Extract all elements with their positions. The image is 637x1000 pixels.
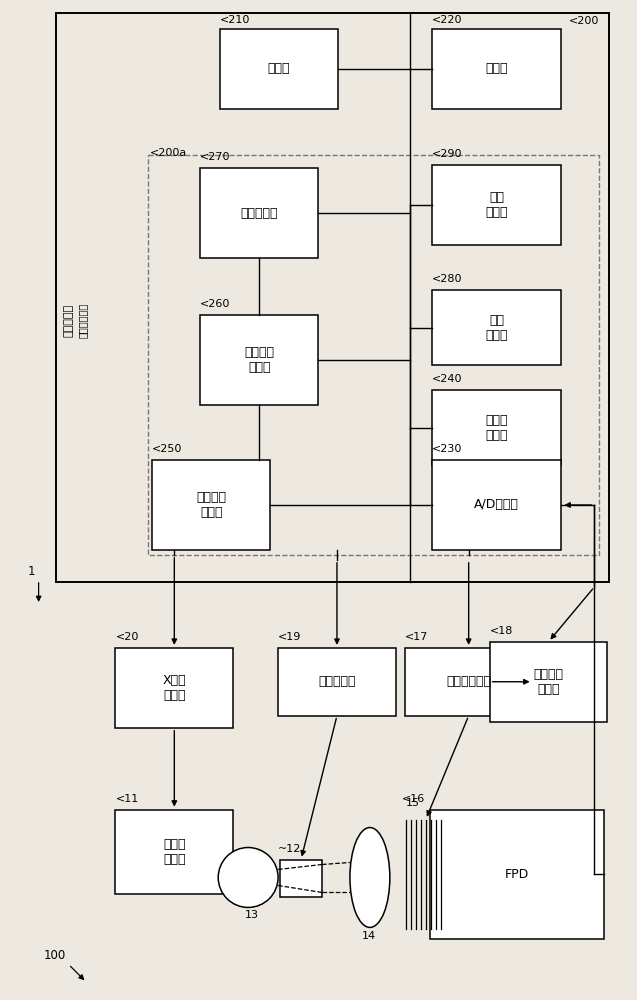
Bar (278, 648, 396, 716)
Text: 图像
修正部: 图像 修正部 (485, 314, 508, 342)
Text: <18: <18 (490, 626, 513, 636)
Text: 图像处理装置: 图像处理装置 (78, 303, 87, 338)
Text: X射线
控制部: X射线 控制部 (162, 674, 186, 702)
Text: A/D变换部: A/D变换部 (474, 498, 519, 511)
Bar (200, 315, 318, 405)
Text: <19: <19 (278, 632, 301, 642)
Bar (55, 13, 610, 582)
Text: <270: <270 (200, 152, 231, 162)
Text: <290: <290 (432, 149, 462, 159)
Bar (430, 810, 605, 939)
Text: <16: <16 (402, 794, 425, 804)
Text: 15: 15 (406, 798, 420, 808)
Text: <210: <210 (220, 15, 250, 25)
Text: <250: <250 (152, 444, 183, 454)
Bar (220, 29, 338, 109)
Text: <280: <280 (432, 274, 462, 284)
Text: 100: 100 (43, 949, 66, 962)
Bar (432, 29, 561, 109)
Bar (432, 290, 561, 365)
Bar (115, 648, 233, 728)
Text: <230: <230 (432, 444, 462, 454)
Bar (432, 460, 561, 550)
Text: <200a: <200a (150, 148, 188, 158)
Text: 图像处理部: 图像处理部 (240, 207, 278, 220)
Ellipse shape (350, 828, 390, 927)
Bar (432, 165, 561, 245)
Bar (404, 648, 533, 716)
Bar (432, 390, 561, 465)
Text: <220: <220 (432, 15, 462, 25)
Text: 输入部: 输入部 (268, 62, 290, 75)
Text: <17: <17 (404, 632, 428, 642)
Text: 图像数据
生成部: 图像数据 生成部 (196, 491, 226, 519)
Text: <200: <200 (569, 16, 599, 26)
Text: 像素值
运算部: 像素值 运算部 (485, 414, 508, 442)
Bar (280, 859, 322, 897)
Text: 远程操作桌: 远程操作桌 (64, 304, 73, 337)
Text: ~12: ~12 (278, 844, 301, 854)
Text: <260: <260 (200, 299, 231, 309)
Text: 13: 13 (245, 910, 259, 920)
Text: 台面机构
控制部: 台面机构 控制部 (534, 668, 564, 696)
Bar (490, 642, 607, 722)
Text: 台面移动机构: 台面移动机构 (446, 675, 491, 688)
Bar (200, 168, 318, 258)
Bar (148, 155, 599, 555)
Text: <240: <240 (432, 374, 462, 384)
Text: 14: 14 (362, 931, 376, 941)
Text: 1: 1 (28, 565, 36, 578)
Text: 光圈控制部: 光圈控制部 (318, 675, 355, 688)
Text: <11: <11 (115, 794, 139, 804)
Text: <20: <20 (115, 632, 139, 642)
Text: 高电压
发生器: 高电压 发生器 (163, 838, 185, 866)
Text: 系统
控制部: 系统 控制部 (485, 191, 508, 219)
Circle shape (218, 848, 278, 907)
Bar (152, 460, 270, 550)
Text: FPD: FPD (505, 868, 529, 881)
Text: 图像数据
存储部: 图像数据 存储部 (244, 346, 274, 374)
Bar (115, 810, 233, 894)
Text: 显示部: 显示部 (485, 62, 508, 75)
